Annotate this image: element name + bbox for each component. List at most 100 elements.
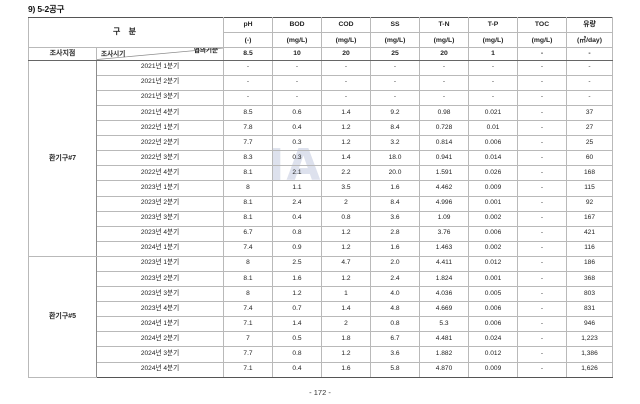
cell-flow: - [566, 59, 614, 76]
cell-cod: 4.7 [321, 255, 372, 273]
cell-toc: - [517, 135, 568, 152]
cell-cod: 2.2 [321, 165, 372, 182]
period-cell: 2023년 3분기 [95, 210, 225, 227]
cell-ph: 7.8 [223, 120, 274, 137]
cell-tp: 0.009 [468, 361, 519, 378]
cell-bod: - [272, 59, 323, 76]
criteria-row: 조사지점 조사시기 협의기준 8.5 10 20 25 20 1 - [28, 47, 614, 61]
water-quality-table: 구 분 pH BOD COD SS T-N T-P TOC 유량 (-) (mg… [27, 16, 614, 378]
table-row: 2021년 2분기 - - - - - - - - [29, 74, 614, 91]
cell-toc: - [517, 361, 568, 378]
cell-ph: - [223, 59, 274, 76]
cell-ph: 7.1 [223, 361, 274, 378]
cell-tp: 0.014 [468, 150, 519, 167]
cell-cod: 1.8 [321, 331, 372, 348]
period-cell: 2021년 2분기 [95, 74, 225, 91]
cell-ph: 6.7 [223, 225, 274, 242]
header-row-names: 구 분 pH BOD COD SS T-N T-P TOC 유량 [27, 16, 614, 49]
cell-ph: - [223, 89, 274, 106]
period-cell: 2023년 4분기 [95, 225, 225, 242]
criteria-bod: 10 [272, 47, 323, 61]
cell-toc: - [517, 150, 568, 167]
cell-cod: 1.4 [321, 301, 372, 318]
table-row: 환기구#7 2021년 1분기 - - - - - - - - [28, 59, 614, 257]
period-cell: 2023년 1분기 [95, 180, 225, 197]
cell-cod: - [321, 89, 372, 106]
cell-ph: 8 [223, 255, 274, 273]
table-row: 2023년 1분기 8 1.1 3.5 1.6 4.462 0.009-115 [29, 180, 614, 197]
header-row-units: (-) (mg/L) (mg/L) (mg/L) (mg/L) (mg/L) (… [29, 32, 614, 49]
cell-toc: - [517, 165, 568, 182]
cell-tp: 0.026 [468, 165, 519, 182]
cell-flow: 803 [566, 286, 614, 303]
cell-tp: 0.021 [468, 104, 519, 122]
table-row: 2023년 3분기 8.1 0.4 0.8 3.6 1.09 0.002-167 [29, 210, 614, 227]
period-cell: 2021년 3분기 [95, 89, 225, 106]
cell-ss: 6.7 [370, 331, 421, 348]
period-cell: 2024년 3분기 [95, 346, 225, 363]
cell-ss: 3.2 [370, 135, 421, 152]
cell-flow: 92 [566, 195, 614, 212]
cell-flow: 116 [566, 240, 614, 257]
cell-ph: 8.1 [223, 195, 274, 212]
cell-flow: 25 [566, 135, 614, 152]
cell-bod: 0.9 [272, 240, 323, 257]
cell-cod: 1.4 [321, 104, 372, 122]
cell-ss: 8.4 [370, 120, 421, 137]
header-col-ss: SS [370, 16, 421, 34]
cell-toc: - [517, 316, 568, 333]
header-site-label: 조사지점 [28, 47, 97, 61]
header-period-criteria-split: 조사시기 협의기준 [95, 47, 225, 61]
cell-bod: 0.8 [272, 225, 323, 242]
cell-cod: - [321, 59, 372, 76]
cell-tn: 0.941 [419, 150, 470, 167]
period-cell: 2024년 4분기 [95, 361, 225, 378]
header-unit-ph: (-) [223, 32, 274, 49]
table-row: 2023년 4분기 6.7 0.8 1.2 2.8 3.76 0.006-421 [29, 225, 614, 242]
cell-ss: 2.0 [370, 255, 421, 273]
period-cell: 2024년 1분기 [95, 240, 225, 257]
criteria-flow: - [566, 47, 614, 61]
header-col-tp: T-P [468, 16, 519, 34]
cell-toc: - [517, 255, 568, 273]
header-unit-ss: (mg/L) [370, 32, 421, 49]
cell-flow: 60 [566, 150, 614, 167]
header-unit-toc: (mg/L) [517, 32, 568, 49]
cell-bod: 0.8 [272, 346, 323, 363]
water-quality-table-wrap: 구 분 pH BOD COD SS T-N T-P TOC 유량 (-) (mg… [27, 16, 614, 378]
cell-cod: 2 [321, 195, 372, 212]
table-row: 2022년 3분기 8.3 0.3 1.4 18.0 0.941 0.014-60 [29, 150, 614, 167]
cell-ph: 8.1 [223, 165, 274, 182]
cell-flow: 368 [566, 270, 614, 288]
cell-bod: 2.1 [272, 165, 323, 182]
cell-ss: 0.8 [370, 316, 421, 333]
cell-ph: 7.4 [223, 240, 274, 257]
cell-ph: 7.1 [223, 316, 274, 333]
cell-bod: 0.7 [272, 301, 323, 318]
cell-tn: - [419, 89, 470, 106]
cell-ph: 8 [223, 286, 274, 303]
table-row: 2023년 4분기 7.4 0.7 1.4 4.8 4.669 0.006-831 [29, 301, 614, 318]
cell-tn: 4.462 [419, 180, 470, 197]
cell-ph: 8 [223, 180, 274, 197]
cell-ss: 4.8 [370, 301, 421, 318]
cell-ph: 7.7 [223, 346, 274, 363]
header-unit-tn: (mg/L) [419, 32, 470, 49]
header-unit-flow: (㎥/day) [566, 32, 614, 49]
cell-tp: - [468, 59, 519, 76]
cell-tn: 4.996 [419, 195, 470, 212]
header-unit-bod: (mg/L) [272, 32, 323, 49]
table-row: 2024년 1분기 7.1 1.4 2 0.8 5.3 0.006-946 [29, 316, 614, 333]
cell-ss: 4.0 [370, 286, 421, 303]
page-number: - 172 - [309, 388, 331, 397]
table-header: 구 분 pH BOD COD SS T-N T-P TOC 유량 (-) (mg… [27, 16, 614, 61]
cell-ss: 2.8 [370, 225, 421, 242]
cell-tn: 1.824 [419, 270, 470, 288]
header-unit-cod: (mg/L) [321, 32, 372, 49]
cell-flow: - [566, 74, 614, 91]
cell-toc: - [517, 59, 568, 76]
cell-flow: 37 [566, 104, 614, 122]
period-cell: 2023년 2분기 [95, 195, 225, 212]
cell-tp: 0.009 [468, 180, 519, 197]
cell-cod: 1.2 [321, 135, 372, 152]
